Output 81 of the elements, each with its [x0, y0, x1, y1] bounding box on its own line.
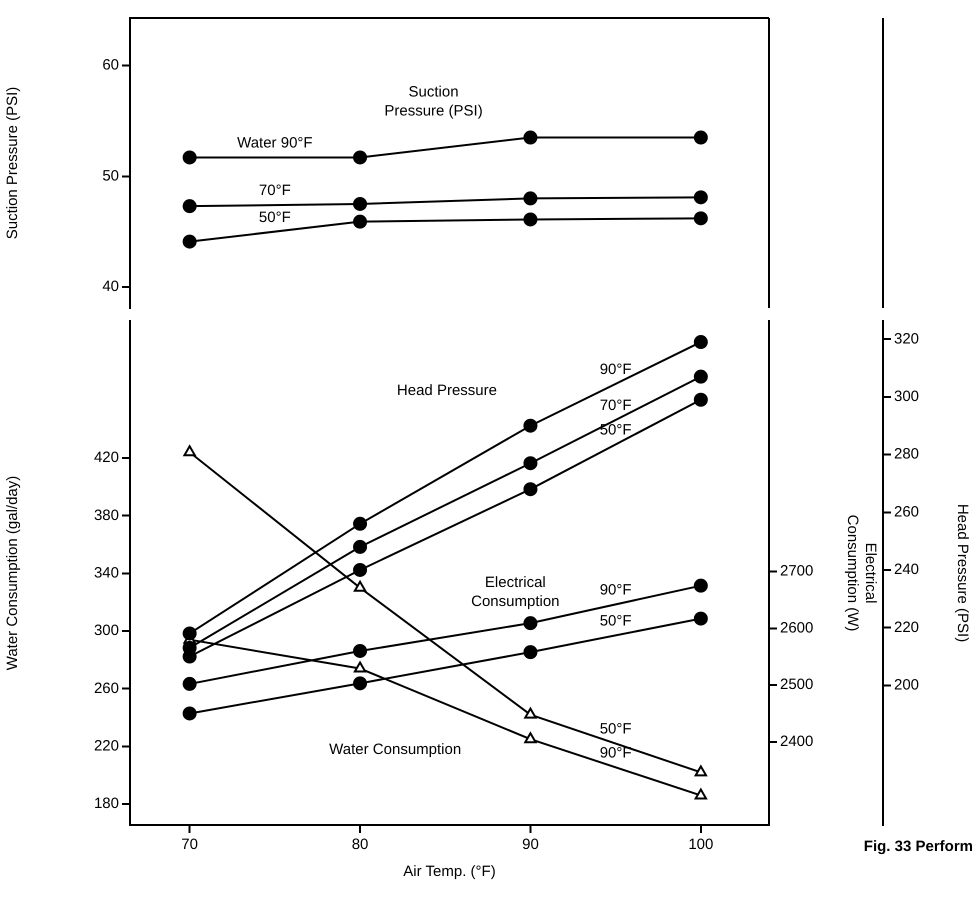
point: [694, 190, 708, 204]
series-label: 90°F: [600, 361, 632, 378]
point: [694, 130, 708, 145]
point: [353, 516, 368, 531]
annotation: Suction Pressure (PSI): [384, 84, 483, 120]
annotation: Electrical Consumption: [471, 574, 560, 610]
y-tick-label: 260: [94, 680, 119, 697]
y-tick-label: 380: [94, 506, 119, 524]
y-tick-label: 340: [94, 564, 119, 582]
x-axis-title: Air Temp. (°F): [403, 863, 496, 880]
y-tick-label: 420: [94, 449, 119, 466]
point: [353, 150, 368, 164]
point: [353, 676, 368, 690]
point: [694, 370, 708, 384]
y-tick-label: 60: [102, 56, 119, 74]
y-tick-label: 300: [94, 622, 119, 640]
point: [523, 130, 538, 145]
point: [182, 150, 197, 164]
series-label: 50°F: [600, 612, 632, 630]
point: [353, 196, 368, 211]
series-label: 90°F: [600, 582, 632, 599]
point: [353, 540, 368, 554]
point: [354, 580, 366, 592]
point: [182, 199, 197, 214]
point: [183, 445, 196, 456]
point: [182, 626, 197, 640]
series-label: 50°F: [600, 720, 632, 738]
y-tick-label: 40: [102, 278, 119, 296]
y3-tick-label: 2700: [780, 562, 814, 580]
y-axis-title: Suction Pressure (PSI): [4, 86, 22, 240]
point: [694, 788, 708, 800]
y2-tick-label: 300: [894, 388, 920, 406]
y-tick-label: 50: [102, 167, 119, 184]
point: [523, 645, 538, 660]
y-axis-title: Water Consumption (gal/day): [4, 476, 22, 670]
point: [182, 706, 197, 720]
point: [182, 234, 197, 249]
annotation: Head Pressure: [396, 382, 497, 400]
series-label: 70°F: [600, 397, 632, 414]
point: [694, 612, 708, 626]
y3-tick-label: 2400: [780, 732, 814, 750]
y3-tick-label: 2500: [780, 676, 814, 694]
y2-tick-label: 200: [894, 676, 920, 694]
point: [523, 616, 538, 630]
y3-axis-title: Electrical Consumption (W): [844, 514, 879, 632]
annotation: Water Consumption: [329, 741, 462, 758]
series-label: Water 90°F: [237, 134, 313, 152]
y2-tick-label: 220: [894, 618, 920, 636]
point: [694, 578, 708, 593]
point: [523, 418, 538, 433]
point: [694, 335, 708, 350]
x-tick-label: 70: [181, 836, 198, 854]
y3-tick-label: 2600: [780, 619, 814, 636]
y2-tick-label: 320: [894, 330, 920, 348]
point: [524, 708, 537, 719]
y2-axis-title: Head Pressure (PSI): [954, 504, 971, 642]
series-label: 50°F: [600, 422, 632, 439]
point: [694, 392, 708, 407]
point: [694, 765, 708, 776]
caption: Fig. 33 Perform: [864, 838, 973, 855]
y2-tick-label: 280: [894, 446, 920, 463]
x-tick-label: 80: [352, 836, 368, 854]
point: [182, 676, 197, 691]
point: [353, 562, 368, 577]
point: [523, 456, 538, 470]
x-tick-label: 100: [688, 836, 714, 854]
y-tick-label: 220: [94, 738, 119, 755]
y-tick-label: 180: [94, 795, 119, 812]
point: [353, 214, 368, 229]
point: [353, 644, 368, 658]
series-label: 70°F: [258, 182, 291, 200]
point: [694, 211, 708, 226]
x-tick-label: 90: [522, 836, 539, 854]
point: [523, 212, 538, 226]
y2-tick-label: 240: [894, 561, 920, 578]
point: [524, 732, 537, 744]
point: [523, 191, 538, 206]
y2-tick-label: 260: [894, 503, 920, 520]
series-label: 50°F: [258, 208, 291, 226]
point: [523, 482, 538, 496]
point: [354, 662, 366, 673]
